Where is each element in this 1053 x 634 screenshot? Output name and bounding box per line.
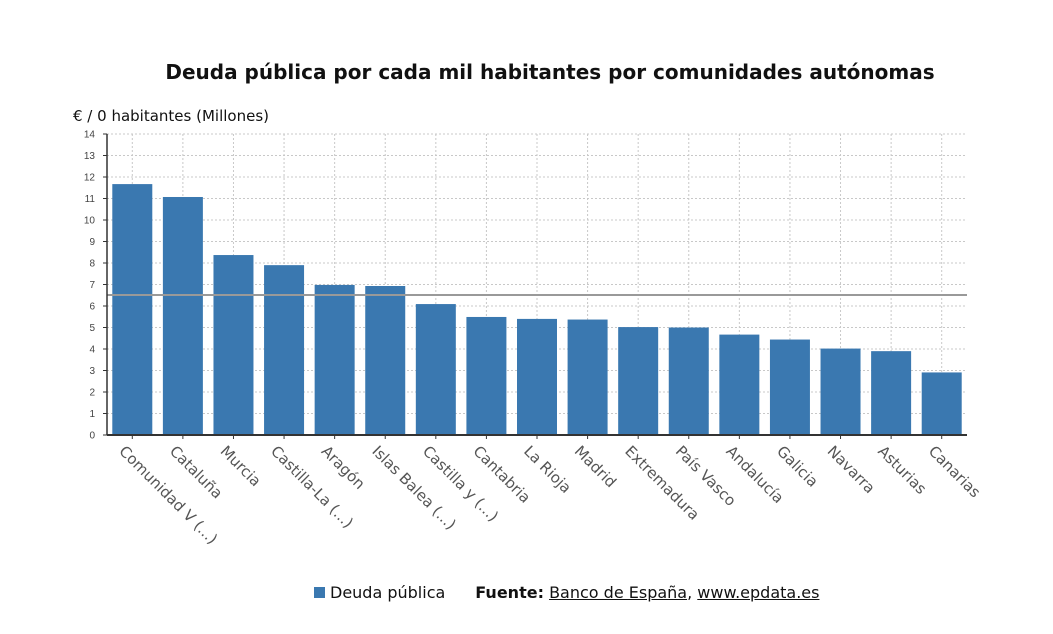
bar [820,348,861,435]
y-tick-label: 9 [89,237,95,248]
y-tick-label: 13 [84,151,96,162]
bar [264,265,305,435]
y-tick-label: 6 [89,302,95,313]
x-tick-label: Comunidad V (...) [115,442,221,548]
y-tick-label: 10 [84,216,96,227]
y-tick-label: 14 [84,130,96,141]
x-tick-label: Galicia [773,442,822,491]
source: Fuente: Banco de España, www.epdata.es [475,583,819,602]
legend-label[interactable]: Deuda pública [330,583,446,602]
y-tick-label: 2 [89,388,95,399]
bar [567,319,608,435]
bar [871,351,912,435]
source-link-banco[interactable]: Banco de España [549,583,688,602]
y-tick-label: 0 [89,431,95,442]
y-tick-label: 4 [89,345,95,356]
bar [365,286,406,435]
x-tick-label: Navarra [824,442,879,497]
x-tick-label: Murcia [217,442,265,490]
y-tick-label: 8 [89,259,95,270]
bar [517,318,557,435]
bar [921,372,962,435]
bar [769,339,810,435]
y-axis-label: € / 0 habitantes (Millones) [73,107,269,125]
source-separator: , [687,583,693,602]
bar [618,327,659,435]
y-tick-label: 5 [89,323,95,334]
bar [213,255,254,435]
legend-swatch [314,587,325,598]
x-tick-label: Asturias [874,442,930,498]
y-tick-label: 12 [84,173,96,184]
source-label: Fuente: [475,583,544,602]
y-tick-label: 3 [89,366,95,377]
source-link-epdata[interactable]: www.epdata.es [697,583,820,602]
y-tick-label: 11 [85,194,96,205]
bar [668,327,709,435]
bar [719,334,760,435]
bar [162,196,203,435]
x-tick-label: Madrid [571,442,620,491]
x-tick-label: Canarias [925,442,984,501]
bar [314,284,355,435]
chart-title: Deuda pública por cada mil habitantes po… [165,60,934,84]
bar [415,304,456,435]
y-tick-label: 1 [89,409,95,420]
y-tick-label: 7 [89,280,95,291]
legend: Deuda pública Fuente: Banco de España, w… [314,583,819,602]
bars [107,184,967,435]
bar [112,184,153,435]
x-tick-label: Aragón [318,442,369,493]
axes [103,133,967,439]
bar [466,316,507,435]
